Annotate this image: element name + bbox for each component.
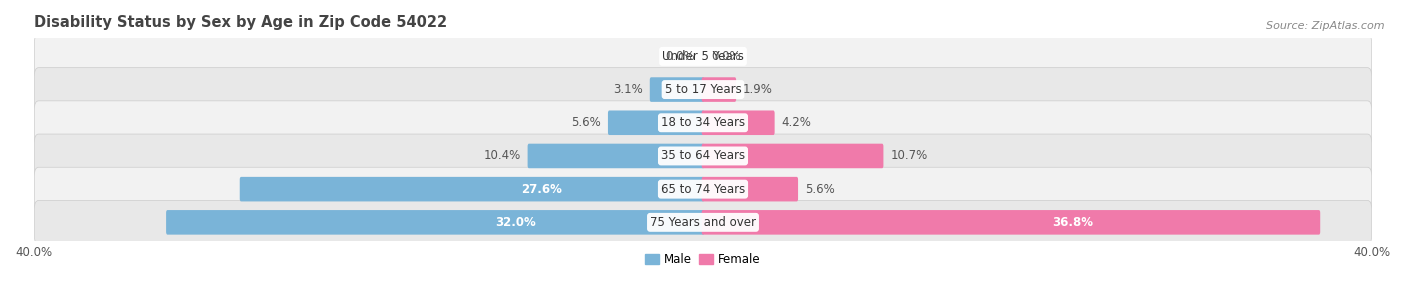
FancyBboxPatch shape bbox=[34, 101, 1372, 145]
FancyBboxPatch shape bbox=[607, 110, 704, 135]
FancyBboxPatch shape bbox=[702, 177, 799, 202]
Text: 10.4%: 10.4% bbox=[484, 150, 520, 162]
Text: 5.6%: 5.6% bbox=[806, 183, 835, 196]
FancyBboxPatch shape bbox=[650, 77, 704, 102]
Text: 0.0%: 0.0% bbox=[665, 50, 695, 63]
Text: 36.8%: 36.8% bbox=[1052, 216, 1092, 229]
Text: Source: ZipAtlas.com: Source: ZipAtlas.com bbox=[1267, 21, 1385, 31]
FancyBboxPatch shape bbox=[240, 177, 704, 202]
Legend: Male, Female: Male, Female bbox=[641, 249, 765, 271]
Text: 27.6%: 27.6% bbox=[520, 183, 562, 196]
Text: 3.1%: 3.1% bbox=[613, 83, 643, 96]
Text: 10.7%: 10.7% bbox=[890, 150, 928, 162]
Text: 18 to 34 Years: 18 to 34 Years bbox=[661, 116, 745, 129]
FancyBboxPatch shape bbox=[702, 144, 883, 168]
FancyBboxPatch shape bbox=[34, 200, 1372, 244]
FancyBboxPatch shape bbox=[702, 77, 737, 102]
Text: Disability Status by Sex by Age in Zip Code 54022: Disability Status by Sex by Age in Zip C… bbox=[34, 15, 447, 30]
Text: 32.0%: 32.0% bbox=[495, 216, 536, 229]
Text: 35 to 64 Years: 35 to 64 Years bbox=[661, 150, 745, 162]
Text: 65 to 74 Years: 65 to 74 Years bbox=[661, 183, 745, 196]
FancyBboxPatch shape bbox=[34, 134, 1372, 178]
Text: Under 5 Years: Under 5 Years bbox=[662, 50, 744, 63]
Text: 4.2%: 4.2% bbox=[782, 116, 811, 129]
FancyBboxPatch shape bbox=[166, 210, 704, 235]
FancyBboxPatch shape bbox=[34, 34, 1372, 78]
FancyBboxPatch shape bbox=[702, 210, 1320, 235]
Text: 5.6%: 5.6% bbox=[571, 116, 600, 129]
FancyBboxPatch shape bbox=[702, 110, 775, 135]
Text: 1.9%: 1.9% bbox=[744, 83, 773, 96]
FancyBboxPatch shape bbox=[527, 144, 704, 168]
Text: 0.0%: 0.0% bbox=[711, 50, 741, 63]
FancyBboxPatch shape bbox=[34, 167, 1372, 211]
FancyBboxPatch shape bbox=[34, 68, 1372, 112]
Text: 75 Years and over: 75 Years and over bbox=[650, 216, 756, 229]
Text: 5 to 17 Years: 5 to 17 Years bbox=[665, 83, 741, 96]
